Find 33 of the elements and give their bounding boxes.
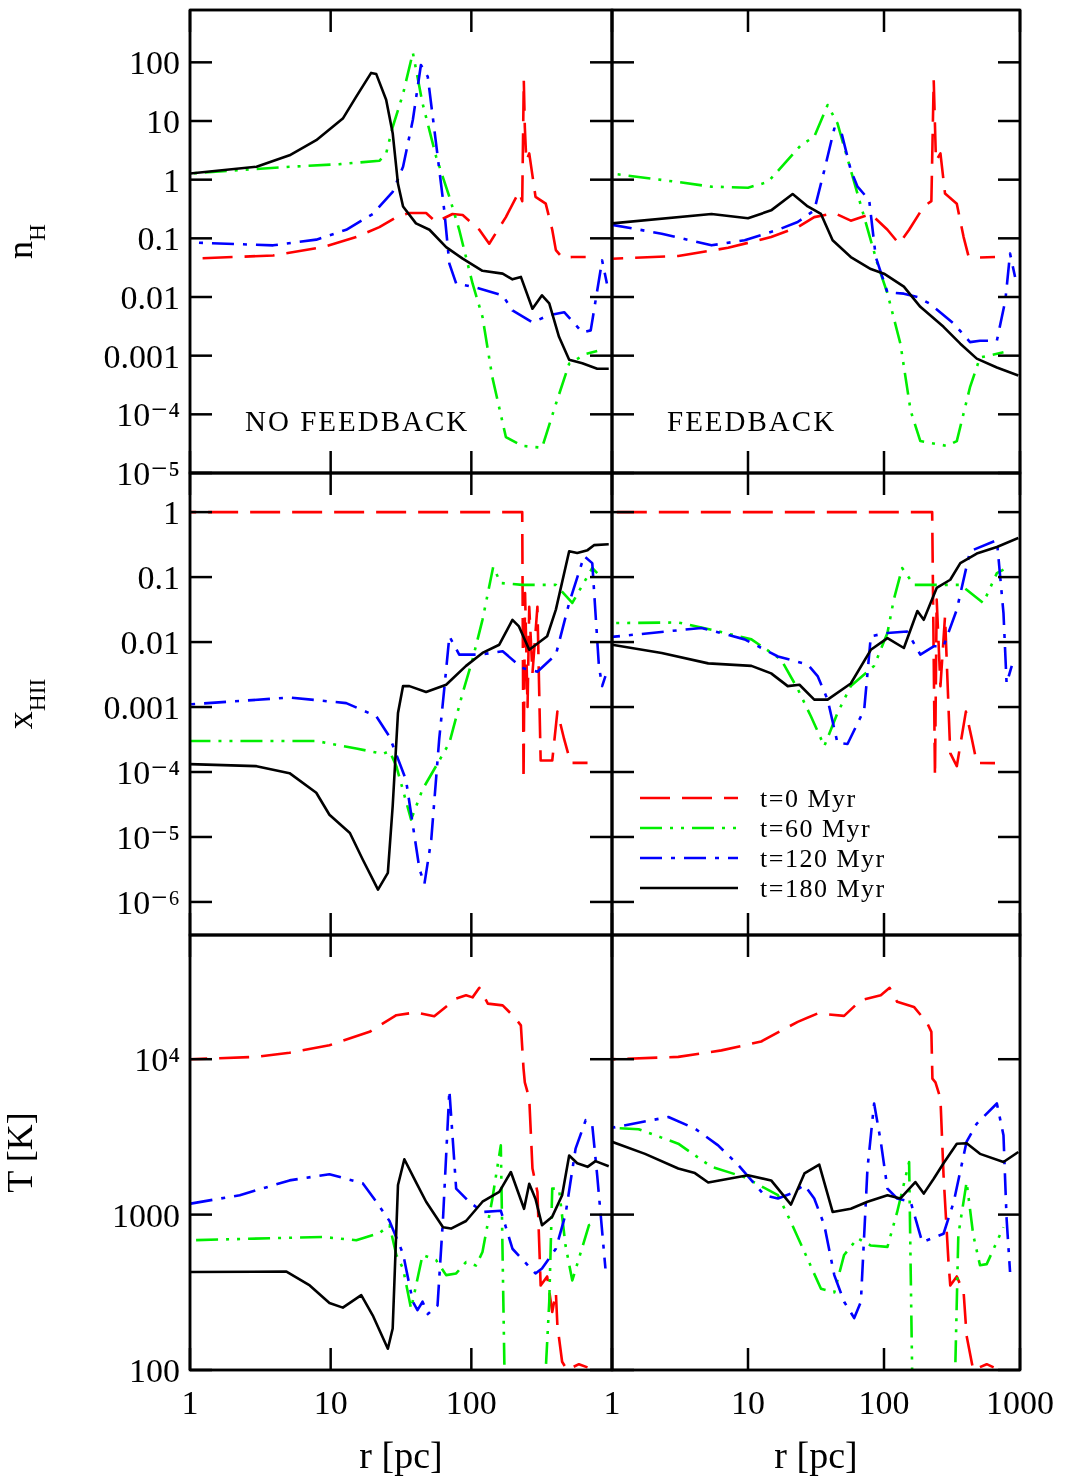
legend-label: t=0 Myr: [760, 784, 857, 814]
y-tick-label: 1000: [112, 1196, 180, 1234]
legend-label: t=60 Myr: [760, 814, 872, 844]
annotation: FEEDBACK: [667, 405, 837, 437]
x-tick-label: 100: [445, 1384, 497, 1421]
x-tick-label: 10: [731, 1384, 765, 1421]
y-tick-label: 0.01: [120, 278, 180, 316]
annotation: NO FEEDBACK: [245, 405, 470, 437]
x-tick-label: 1000: [986, 1384, 1054, 1421]
y-tick-label: 0.001: [103, 688, 180, 726]
x-tick-label: 100: [858, 1384, 910, 1421]
y-tick-label: 10⁻⁴: [116, 396, 180, 434]
legend-label: t=180 Myr: [760, 874, 886, 904]
legend-label: t=120 Myr: [760, 844, 886, 874]
x-axis-title: r [pc]: [774, 1434, 858, 1476]
x-tick-label: 1: [603, 1384, 621, 1421]
y-tick-label: 10⁻⁶: [116, 883, 180, 921]
y-tick-label: 0.01: [120, 623, 180, 661]
y-tick-label: 10⁻⁴: [116, 753, 180, 791]
y-tick-label: 0.1: [137, 220, 180, 258]
y-tick-label: 100: [129, 44, 180, 82]
x-axis-title: r [pc]: [359, 1434, 443, 1476]
y-tick-label: 10⁴: [134, 1041, 180, 1079]
y-tick-label: 1: [163, 161, 180, 199]
x-tick-label: 10: [313, 1384, 348, 1421]
y-tick-label: 100: [129, 1351, 180, 1389]
y-tick-label: 10⁻⁵: [116, 818, 180, 856]
y-tick-label: 1: [163, 494, 180, 532]
y-tick-label: 0.001: [103, 337, 180, 375]
y-tick-label: 10⁻⁵: [116, 454, 180, 492]
y-axis-title: T [K]: [0, 1112, 40, 1193]
y-tick-label: 0.1: [137, 558, 180, 596]
y-tick-label: 10: [146, 102, 180, 140]
